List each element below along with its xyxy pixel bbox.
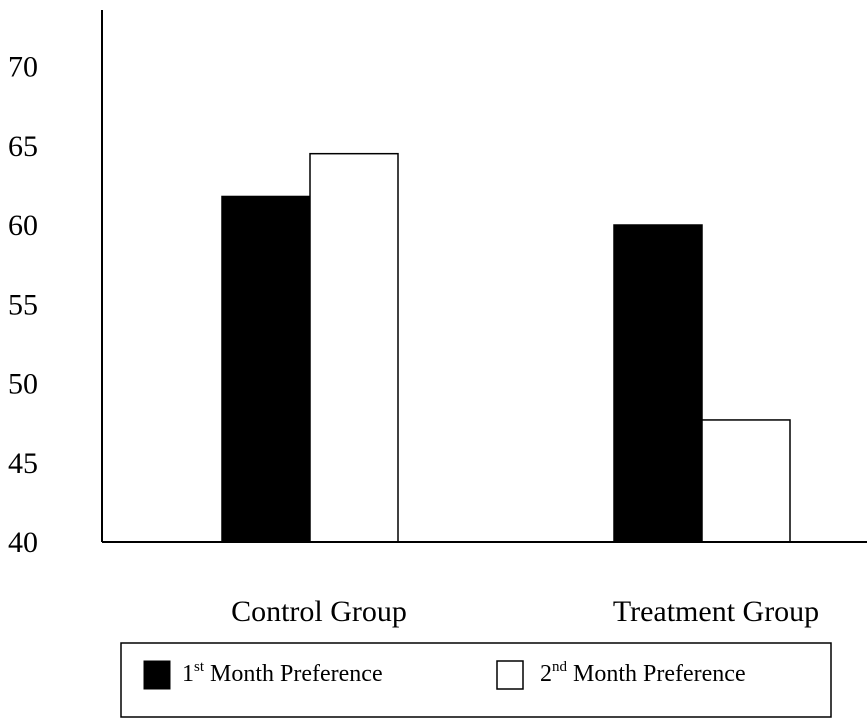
legend-label-2nd-month: 2nd Month Preference bbox=[540, 659, 746, 687]
bar-treatment-group-series-2 bbox=[701, 419, 791, 543]
y-tick-label-65: 65 bbox=[8, 130, 38, 163]
bar-treatment-group-series-1 bbox=[613, 224, 703, 543]
x-category-label-treatment-group: Treatment Group bbox=[613, 595, 819, 628]
y-tick-label-45: 45 bbox=[8, 447, 38, 480]
x-category-label-control-group: Control Group bbox=[231, 595, 407, 628]
y-tick-label-40: 40 bbox=[8, 526, 38, 559]
bars-layer bbox=[221, 152, 791, 543]
y-tick-labels: 40 45 50 55 60 65 70 bbox=[8, 51, 38, 560]
y-tick-label-70: 70 bbox=[8, 51, 38, 84]
y-tick-label-50: 50 bbox=[8, 368, 38, 401]
legend-swatch-1st-month bbox=[143, 660, 171, 690]
bar-control-group-series-2 bbox=[309, 152, 399, 543]
x-category-labels: Control Group Treatment Group bbox=[231, 595, 819, 628]
legend-box bbox=[120, 642, 832, 718]
y-tick-label-55: 55 bbox=[8, 288, 38, 321]
bar-control-group-series-1 bbox=[221, 195, 311, 543]
legend-label-1st-month: 1st Month Preference bbox=[182, 659, 383, 687]
legend-swatch-2nd-month bbox=[496, 660, 524, 690]
y-tick-label-60: 60 bbox=[8, 209, 38, 242]
legend: 1st Month Preference 2nd Month Preferenc… bbox=[120, 642, 832, 718]
